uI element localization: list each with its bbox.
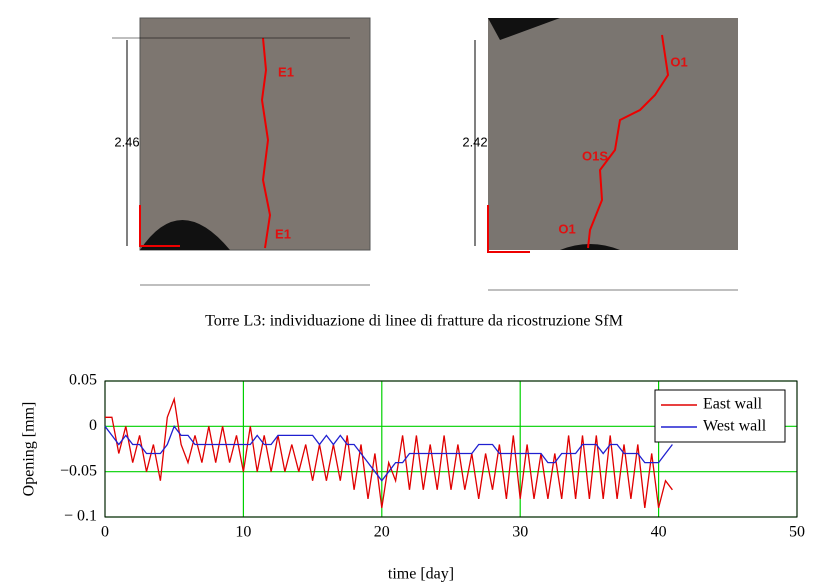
photo-frame xyxy=(139,17,371,251)
crack-label: O1S xyxy=(582,148,608,163)
plot-frame xyxy=(104,380,798,518)
x-tick-label: 30 xyxy=(512,524,528,541)
crack xyxy=(260,37,272,249)
crack-label: O1 xyxy=(558,221,575,236)
photo xyxy=(488,18,738,250)
x-tick-label: 50 xyxy=(789,524,805,541)
caption: Torre L3: individuazione di linee di fra… xyxy=(205,313,623,330)
y-tick-label: 0 xyxy=(89,417,97,434)
crack xyxy=(587,34,670,249)
legend-label: East wall xyxy=(703,396,763,413)
photo xyxy=(140,18,370,250)
y-tick-label: −0.05 xyxy=(60,462,97,479)
arch xyxy=(140,220,230,250)
x-axis-label: time [day] xyxy=(388,566,454,583)
y-axis-label: Opening [mm] xyxy=(21,402,38,497)
series-line xyxy=(104,424,673,482)
axes-marker xyxy=(139,205,180,247)
y-tick-label: 0.05 xyxy=(69,372,97,389)
crack-label: O1 xyxy=(670,54,687,69)
legend-box xyxy=(654,389,786,443)
crack-label: E1 xyxy=(278,64,294,79)
corner xyxy=(488,18,560,40)
x-tick-label: 0 xyxy=(101,524,109,541)
dimension: 2.46 xyxy=(114,134,139,149)
y-tick-label: − 0.1 xyxy=(64,508,97,525)
axes-marker xyxy=(487,205,530,253)
crack-label: E1 xyxy=(275,226,291,241)
legend-label: West wall xyxy=(703,418,767,435)
series-line xyxy=(105,396,673,509)
photo-east: 2.46 E1 E1 xyxy=(112,17,371,251)
photo-west: 2.42 O1 O1S O1 xyxy=(462,18,738,253)
dimension: 2.42 xyxy=(462,134,487,149)
x-tick-label: 40 xyxy=(651,524,667,541)
arch xyxy=(560,244,620,250)
x-tick-label: 10 xyxy=(235,524,251,541)
x-tick-label: 20 xyxy=(374,524,390,541)
